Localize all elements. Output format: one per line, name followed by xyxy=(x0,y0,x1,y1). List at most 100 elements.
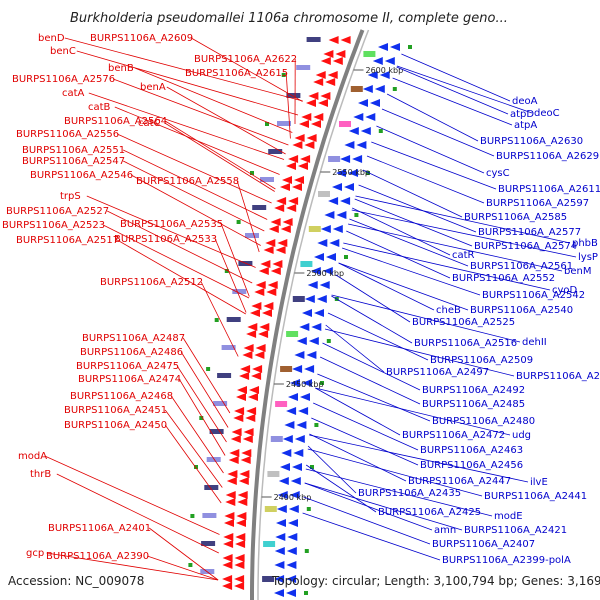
marker-dot xyxy=(188,563,193,567)
reverse-gene-arrow xyxy=(362,85,373,93)
forward-gene-arrow xyxy=(224,519,234,527)
forward-gene-arrow xyxy=(282,218,293,226)
right-gene-label: BURPS1106A_A2425 xyxy=(378,507,481,518)
right-leader-line xyxy=(341,247,481,296)
right-leader-line xyxy=(309,434,529,483)
forward-gene-arrow xyxy=(292,141,303,149)
forward-gene-arrow xyxy=(260,260,271,268)
forward-gene-arrow xyxy=(298,162,308,170)
marker-dot xyxy=(366,171,370,175)
reverse-gene-arrow xyxy=(289,491,300,499)
marker-dot xyxy=(265,122,269,126)
forward-gene-arrow xyxy=(222,554,233,562)
marker-dot xyxy=(320,381,324,385)
reverse-gene-arrow xyxy=(274,589,284,597)
right-leader-line xyxy=(381,108,495,157)
left-gene-label: BURPS1106A_A2609 xyxy=(90,33,193,44)
marker-dot xyxy=(306,507,311,511)
reverse-gene-arrow xyxy=(294,435,305,443)
feature-block xyxy=(286,93,301,98)
right-gene-label: BURPS1106A_A2456 xyxy=(420,460,523,471)
forward-gene-arrow xyxy=(255,344,266,352)
left-gene-label: BURPS1106A_A2527 xyxy=(6,206,109,217)
reverse-gene-arrow xyxy=(316,295,327,303)
reverse-gene-arrow xyxy=(292,365,303,373)
feature-block xyxy=(286,331,299,337)
marker-dot xyxy=(304,549,309,553)
right-gene-label: BURPS1106A_A2540 xyxy=(470,305,573,316)
forward-gene-arrow xyxy=(245,414,256,422)
forward-gene-arrow xyxy=(335,50,346,58)
right-gene-label: BURPS1106A_A2629 xyxy=(496,151,599,162)
feature-block xyxy=(308,226,321,232)
right-gene-label: amn xyxy=(434,525,456,536)
forward-gene-arrow xyxy=(258,267,269,275)
right-gene-label: BURPS1106A_A2485 xyxy=(422,399,525,410)
right-gene-label: lysP xyxy=(578,252,598,263)
reverse-gene-arrow xyxy=(336,211,347,219)
left-leader-line xyxy=(56,473,219,554)
left-leader-line xyxy=(134,67,293,133)
reverse-gene-arrow xyxy=(348,127,359,135)
right-gene-label: BURPS1106A_A2577 xyxy=(478,227,581,238)
reverse-gene-arrow xyxy=(374,85,385,93)
left-leader-line xyxy=(178,378,226,456)
right-leader-line xyxy=(338,262,435,311)
left-gene-label: modA xyxy=(18,451,47,462)
reverse-gene-arrow xyxy=(336,169,346,177)
right-gene-label: BURPS1106A_A2463 xyxy=(420,445,523,456)
reverse-gene-arrow xyxy=(365,113,376,121)
reverse-gene-arrow xyxy=(276,505,287,513)
right-leader-line xyxy=(305,464,377,513)
left-leader-line xyxy=(236,180,260,253)
forward-gene-arrow xyxy=(239,372,250,380)
forward-gene-arrow xyxy=(222,575,233,583)
right-gene-label: BURPS1106A_A2399-polA xyxy=(442,555,571,566)
forward-gene-arrow xyxy=(259,323,270,331)
forward-gene-arrow xyxy=(254,288,265,296)
forward-gene-arrow xyxy=(277,239,288,247)
reverse-gene-arrow xyxy=(274,561,285,569)
feature-block xyxy=(201,541,216,546)
marker-dot xyxy=(392,87,397,91)
left-leader-line xyxy=(76,50,299,116)
right-leader-line xyxy=(351,209,577,258)
marker-dot xyxy=(378,129,383,133)
reverse-gene-arrow xyxy=(384,57,395,65)
reverse-gene-arrow xyxy=(287,533,298,541)
feature-block xyxy=(232,289,247,294)
reverse-gene-arrow xyxy=(344,141,355,149)
reverse-gene-arrow xyxy=(317,239,328,247)
feature-block xyxy=(202,513,217,518)
kbp-label: 2450 kbp xyxy=(286,380,324,389)
feature-block xyxy=(221,345,236,350)
forward-gene-arrow xyxy=(226,477,237,485)
forward-gene-arrow xyxy=(300,155,311,163)
right-leader-line xyxy=(354,198,473,247)
reverse-gene-arrow xyxy=(277,491,288,499)
forward-gene-arrow xyxy=(223,533,234,541)
forward-gene-arrow xyxy=(234,407,245,415)
feature-block xyxy=(300,261,313,267)
forward-gene-arrow xyxy=(266,288,277,296)
kbp-label: 2550 kbp xyxy=(332,168,370,177)
feature-block xyxy=(260,177,274,182)
forward-gene-arrow xyxy=(240,365,251,373)
reverse-gene-arrow xyxy=(293,449,304,457)
right-leader-line xyxy=(303,496,431,545)
right-gene-label: atpA xyxy=(514,120,537,131)
left-leader-line xyxy=(147,555,219,581)
left-leader-line xyxy=(46,552,219,581)
left-gene-label: BURPS1106A_A2622 xyxy=(194,54,297,65)
left-gene-label: gcp xyxy=(26,548,44,559)
reverse-gene-arrow xyxy=(378,43,388,51)
reverse-gene-arrow xyxy=(332,225,343,233)
forward-gene-arrow xyxy=(224,512,235,520)
chromosome-backbone xyxy=(250,29,365,600)
right-gene-label: BURPS1106A_A2447 xyxy=(408,476,511,487)
forward-gene-arrow xyxy=(315,71,326,79)
forward-gene-arrow xyxy=(306,134,317,142)
forward-gene-arrow xyxy=(288,155,299,163)
right-leader-line xyxy=(376,125,485,174)
right-gene-label: BURPS1106A_A2597 xyxy=(486,198,589,209)
